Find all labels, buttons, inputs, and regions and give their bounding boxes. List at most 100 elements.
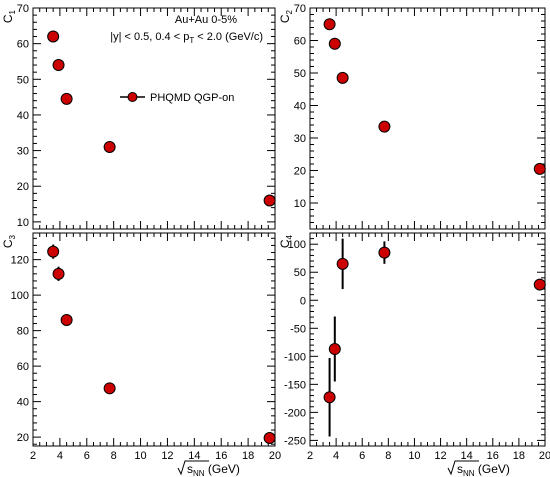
x-tick-label: 10 <box>408 450 420 462</box>
y-tick-label: 80 <box>17 326 29 338</box>
x-tick-label: 6 <box>84 450 90 462</box>
x-axis-title-unit: (GeV) <box>475 462 510 476</box>
x-tick-label: 18 <box>513 450 525 462</box>
sqrt-symbol <box>177 460 209 476</box>
y-axis-title: C1 <box>1 9 17 23</box>
y-tick-label: -250 <box>284 435 306 447</box>
data-point <box>328 37 341 50</box>
y-tick-label: 60 <box>294 36 306 48</box>
y-axis-title-sub: 3 <box>8 234 17 239</box>
x-tick-label: 14 <box>461 450 473 462</box>
y-tick-label: 50 <box>294 267 306 279</box>
data-point <box>103 141 116 154</box>
y-axis-title-main: C <box>1 239 15 248</box>
y-tick-label: 40 <box>17 397 29 409</box>
y-axis-title: C4 <box>278 234 294 248</box>
data-point <box>60 92 73 105</box>
sqrt-symbol <box>447 460 479 476</box>
data-point <box>60 313 73 326</box>
data-point <box>263 194 276 207</box>
y-tick-label: 50 <box>17 74 29 86</box>
x-tick-label: 16 <box>215 450 227 462</box>
x-tick-label: 12 <box>161 450 173 462</box>
y-tick-label: -50 <box>290 323 306 335</box>
y-axis-title-sub: 1 <box>8 9 17 14</box>
x-tick-label: 18 <box>242 450 254 462</box>
x-axis-title: sNN (GeV) <box>447 460 510 477</box>
plot-frame <box>32 232 276 447</box>
x-tick-label: 20 <box>269 450 281 462</box>
y-tick-label: 100 <box>11 290 29 302</box>
y-axis-title-main: C <box>278 14 292 23</box>
data-point <box>52 267 65 280</box>
x-axis-title: sNN (GeV) <box>177 460 240 477</box>
panel-c4: 2 4 6 8 10 12 14 16 18 20 -250 -200 -150 -100 -50 0 50 10… <box>278 232 550 477</box>
y-tick-label: -200 <box>284 407 306 419</box>
x-tick-label: 2 <box>307 450 313 462</box>
y-axis-title: C3 <box>1 234 17 248</box>
data-point <box>52 59 65 72</box>
x-tick-label: 12 <box>434 450 446 462</box>
annotation-cuts: |y| < 0.5, 0.4 < pT < 2.0 (GeV/c) <box>110 31 263 45</box>
y-tick-label: 40 <box>294 101 306 113</box>
data-point <box>533 278 546 291</box>
y-tick-label: -100 <box>284 351 306 363</box>
y-tick-label: 30 <box>17 146 29 158</box>
y-tick-label: 20 <box>17 181 29 193</box>
y-axis-title-main: C <box>1 14 15 23</box>
data-point <box>103 382 116 395</box>
x-tick-label: 8 <box>111 450 117 462</box>
data-point <box>323 18 336 31</box>
data-point <box>533 162 546 175</box>
y-tick-label: 60 <box>17 361 29 373</box>
legend: PHQMD QGP-on <box>120 92 234 104</box>
legend-label: PHQMD QGP-on <box>150 92 234 104</box>
data-point <box>378 246 391 259</box>
y-tick-label: 120 <box>11 255 29 267</box>
data-point <box>263 432 276 445</box>
plot-frame <box>309 7 546 230</box>
x-tick-label: 10 <box>134 450 146 462</box>
y-tick-label: 0 <box>300 295 306 307</box>
panel-c3: 2 4 6 8 10 12 14 16 18 20 20 40 60 80 100 120 C3 sNN (GeV… <box>1 232 281 477</box>
x-axis-title-main: s <box>187 462 193 476</box>
x-axis-title-text: sNN (GeV) <box>457 462 510 477</box>
legend-marker <box>127 92 138 102</box>
y-tick-label: 10 <box>294 198 306 210</box>
data-point <box>336 257 349 270</box>
annotation-cuts-tail: < 2.0 (GeV/c) <box>194 31 263 43</box>
x-tick-label: 8 <box>385 450 391 462</box>
y-tick-label: 70 <box>17 3 29 15</box>
y-tick-label: 20 <box>294 166 306 178</box>
x-tick-label: 4 <box>333 450 339 462</box>
y-axis-title-sub: 2 <box>285 9 294 14</box>
x-axis-title-unit: (GeV) <box>205 462 240 476</box>
y-tick-label: 60 <box>17 39 29 51</box>
y-tick-label: 30 <box>294 133 306 145</box>
y-tick-label: 50 <box>294 68 306 80</box>
data-point <box>47 30 60 43</box>
y-axis-title-sub: 4 <box>285 234 294 239</box>
data-point <box>336 71 349 84</box>
x-tick-label: 14 <box>188 450 200 462</box>
y-tick-label: 10 <box>17 217 29 229</box>
x-axis-title-sub: NN <box>463 469 475 477</box>
y-tick-label: -150 <box>284 379 306 391</box>
x-axis-title-text: sNN (GeV) <box>187 462 240 477</box>
x-axis-title-main: s <box>457 462 463 476</box>
x-tick-label: 20 <box>539 450 550 462</box>
annotation-system: Au+Au 0-5% <box>175 14 237 26</box>
x-axis-title-sub: NN <box>193 469 205 477</box>
data-point <box>323 391 336 404</box>
y-axis-title: C2 <box>278 9 294 23</box>
x-tick-label: 6 <box>359 450 365 462</box>
y-axis-title-main: C <box>278 239 292 248</box>
y-tick-label: 40 <box>17 110 29 122</box>
y-tick-label: 70 <box>294 3 306 15</box>
data-point <box>47 245 60 258</box>
data-point <box>378 120 391 133</box>
data-point <box>328 343 341 356</box>
x-tick-label: 16 <box>487 450 499 462</box>
